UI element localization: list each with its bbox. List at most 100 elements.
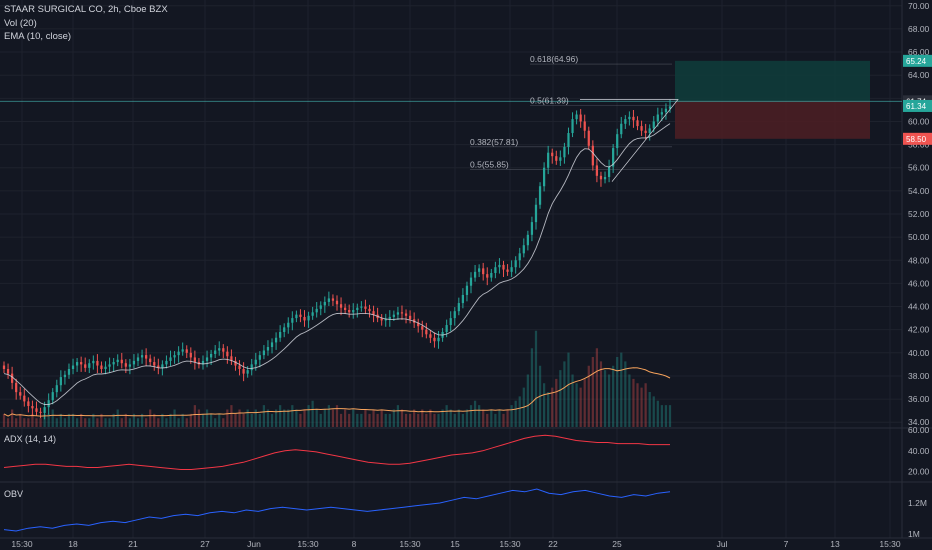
volume-bar xyxy=(59,413,62,427)
triangle-drawing xyxy=(580,99,679,182)
volume-bar xyxy=(632,378,635,427)
candle-body xyxy=(132,360,136,365)
volume-bar xyxy=(104,418,107,427)
price-tick-label: 50.00 xyxy=(908,232,930,242)
time-tick-label: 15:30 xyxy=(297,539,319,549)
volume-bar xyxy=(128,418,132,427)
candle-body xyxy=(404,313,408,316)
volume-bar xyxy=(599,361,603,427)
volume-bar xyxy=(67,413,71,427)
volume-bar xyxy=(441,409,444,427)
volume-bar xyxy=(660,405,663,427)
volume-bar xyxy=(323,409,326,427)
volume-bar xyxy=(567,352,570,427)
volume-bar xyxy=(339,413,343,427)
candle-body xyxy=(307,315,310,321)
price-tick-label: 52.00 xyxy=(908,209,930,219)
candle-body xyxy=(571,119,574,134)
candle-body xyxy=(124,363,127,367)
volume-bar xyxy=(71,413,75,427)
candle-body xyxy=(39,411,42,413)
candle-body xyxy=(47,400,50,408)
volume-bar xyxy=(23,418,26,427)
candle-body xyxy=(449,318,452,326)
candle-body xyxy=(92,360,95,364)
volume-bar xyxy=(274,409,278,427)
price-tick-label: 36.00 xyxy=(908,394,930,404)
volume-bar xyxy=(120,418,123,427)
candle-body xyxy=(339,304,343,308)
candle-body xyxy=(348,310,351,313)
candle-body xyxy=(372,311,375,315)
price-tick-label: 46.00 xyxy=(908,278,930,288)
obv-tick-label: 1M xyxy=(908,529,920,539)
candle-body xyxy=(331,298,335,301)
candle-body xyxy=(6,369,10,374)
volume-bar xyxy=(157,418,160,427)
candle-body xyxy=(425,329,428,335)
volume-bar xyxy=(234,413,237,427)
volume-bar xyxy=(356,413,359,427)
volume-bar xyxy=(230,405,233,427)
volume-bar xyxy=(372,409,375,427)
candle-body xyxy=(250,364,253,371)
volume-bar xyxy=(571,374,574,427)
candle-body xyxy=(563,146,566,158)
candle-body xyxy=(112,362,115,365)
candle-body xyxy=(408,315,412,320)
candle-body xyxy=(270,342,274,348)
volume-bar xyxy=(80,413,83,427)
ema-legend[interactable]: EMA (10, close) xyxy=(4,31,72,42)
candle-body xyxy=(344,307,347,311)
volume-bar xyxy=(193,405,196,427)
candle-body xyxy=(400,312,404,314)
volume-bar xyxy=(526,374,529,427)
time-tick-label: 15:30 xyxy=(879,539,901,549)
candle-body xyxy=(352,310,355,313)
volume-bar xyxy=(486,413,489,427)
obv-pane-title[interactable]: OBV xyxy=(4,489,24,499)
candle-body xyxy=(616,134,619,149)
volume-bar xyxy=(88,418,91,427)
candle-body xyxy=(648,128,651,134)
candle-body xyxy=(636,120,639,127)
volume-bar xyxy=(620,352,623,427)
volume-bar xyxy=(360,413,363,427)
candle-body xyxy=(559,157,562,161)
fib-label: 0.5(55.85) xyxy=(470,159,509,169)
volume-bar xyxy=(644,383,647,427)
candle-body xyxy=(27,401,30,407)
candle-body xyxy=(660,112,663,115)
volume-bar xyxy=(640,387,643,427)
candle-body xyxy=(283,327,286,332)
candle-body xyxy=(67,369,71,375)
adx-pane-title[interactable]: ADX (14, 14) xyxy=(4,434,57,444)
time-tick-label: 15:30 xyxy=(399,539,421,549)
price-tick-label: 56.00 xyxy=(908,163,930,173)
candle-body xyxy=(128,364,132,367)
volume-bar xyxy=(177,418,180,427)
candle-body xyxy=(23,395,26,402)
volume-bar xyxy=(380,409,383,427)
volume-legend[interactable]: Vol (20) xyxy=(4,18,37,29)
volume-bar xyxy=(209,413,213,427)
volume-bar xyxy=(636,383,639,427)
volume-bar xyxy=(607,374,611,427)
candle-body xyxy=(433,337,436,342)
volume-bar xyxy=(413,409,416,427)
candle-body xyxy=(75,362,79,366)
volume-bar xyxy=(376,413,379,427)
volume-bar xyxy=(84,418,87,427)
volume-bar xyxy=(478,405,481,427)
volume-bar xyxy=(242,413,245,427)
symbol-legend[interactable]: STAAR SURGICAL CO, 2h, Cboe BZX xyxy=(4,4,168,15)
volume-bar xyxy=(43,413,46,427)
volume-bar xyxy=(583,378,586,427)
price-tick-label: 68.00 xyxy=(908,24,930,34)
volume-bar xyxy=(453,413,456,427)
adx-tick-label: 20.00 xyxy=(908,467,930,477)
candle-body xyxy=(547,152,550,168)
volume-bar xyxy=(185,418,188,427)
candle-body xyxy=(396,312,400,315)
